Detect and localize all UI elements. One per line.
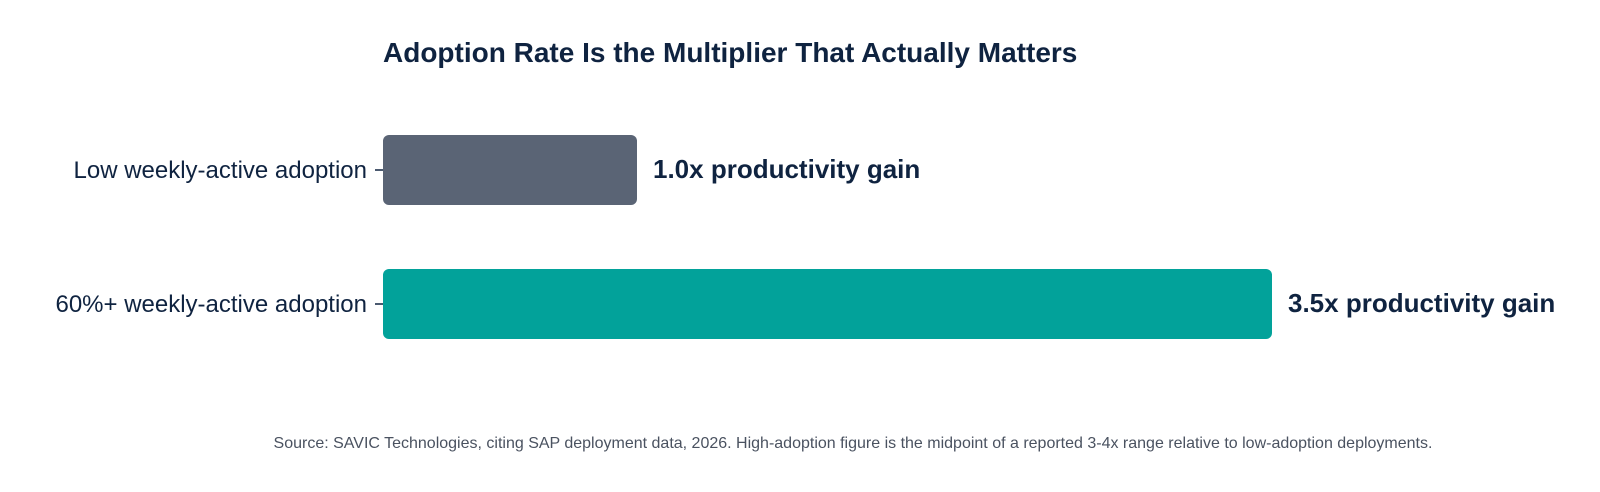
- category-label-0: Low weekly-active adoption: [74, 157, 368, 184]
- category-label-1: 60%+ weekly-active adoption: [55, 291, 367, 318]
- source-note: Source: SAVIC Technologies, citing SAP d…: [274, 435, 1433, 452]
- chart-title: Adoption Rate Is the Multiplier That Act…: [383, 37, 1077, 68]
- value-label-1: 3.5x productivity gain: [1288, 288, 1555, 318]
- bar-1: [383, 269, 1272, 339]
- bar-0: [383, 135, 637, 205]
- bars-layer: Low weekly-active adoption 1.0x productiv…: [55, 135, 1555, 339]
- value-label-0: 1.0x productivity gain: [653, 154, 920, 184]
